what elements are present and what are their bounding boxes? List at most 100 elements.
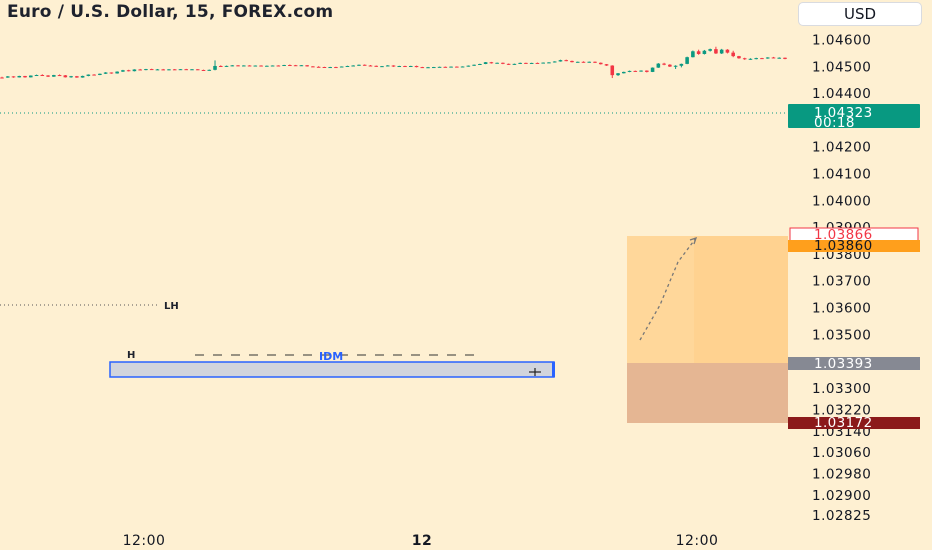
candle	[288, 64, 292, 67]
candle	[760, 57, 764, 60]
candle	[771, 56, 776, 59]
projection-arrow-head	[689, 236, 698, 245]
candle	[144, 68, 148, 71]
premium-zone-light	[627, 236, 694, 363]
idm-box-handle[interactable]	[552, 362, 555, 377]
demand-zone	[627, 363, 788, 423]
candle	[190, 69, 194, 71]
candle	[449, 66, 453, 68]
current-price-badge: 1.04323 00:18	[788, 104, 920, 131]
candle	[627, 70, 632, 73]
candle	[535, 62, 540, 64]
candle	[650, 67, 655, 73]
candle	[253, 65, 258, 67]
candle	[322, 66, 327, 68]
idm-box[interactable]	[109, 361, 555, 378]
candle	[351, 65, 355, 67]
candle	[195, 69, 200, 71]
candle	[737, 55, 741, 59]
candle	[5, 76, 10, 78]
candle	[207, 69, 212, 71]
candle	[432, 66, 436, 69]
candle	[34, 74, 39, 77]
chart-title: Euro / U.S. Dollar, 15, FOREX.com	[7, 2, 334, 22]
candle	[408, 65, 413, 67]
candle	[524, 62, 528, 64]
candle	[92, 74, 96, 76]
candle	[610, 65, 615, 79]
candle	[742, 57, 747, 60]
candle	[265, 65, 269, 67]
candle	[0, 76, 4, 79]
price-tick-label: 1.02825	[812, 508, 871, 524]
price-tick-label: 1.03300	[812, 381, 871, 397]
candle	[109, 72, 114, 74]
current-price-value: 1.04323	[814, 105, 873, 121]
candle	[132, 69, 137, 72]
candle	[656, 63, 661, 68]
price-tick-label: 1.04200	[812, 140, 871, 156]
price-tick-label: 1.03220	[812, 402, 871, 418]
price-tick-label: 1.04600	[812, 33, 871, 49]
candle	[299, 65, 304, 67]
candle	[17, 75, 22, 78]
price-tick-label: 1.02900	[812, 488, 871, 504]
level-badge-3: 1.03393	[788, 356, 920, 372]
candle	[662, 62, 666, 66]
candle	[385, 65, 390, 67]
price-tick-label: 1.04400	[812, 86, 871, 102]
candle	[783, 57, 787, 60]
candle	[472, 64, 476, 66]
candle	[126, 69, 131, 72]
candle	[339, 66, 344, 68]
candle	[80, 75, 85, 78]
candle	[374, 65, 379, 67]
svg-text:1.03393: 1.03393	[814, 356, 873, 372]
candle	[224, 65, 229, 67]
candle	[581, 61, 586, 63]
candle	[201, 69, 206, 71]
candle	[403, 65, 407, 68]
price-tick-label: 1.03600	[812, 301, 871, 317]
price-tick-label: 1.04000	[812, 193, 871, 209]
candle	[40, 74, 45, 77]
time-tick-label: 12:00	[123, 533, 166, 549]
candle	[316, 66, 321, 68]
candle	[478, 63, 482, 65]
candle	[380, 65, 384, 68]
candle	[172, 68, 177, 71]
candle	[512, 63, 517, 65]
candle	[138, 68, 142, 71]
candle	[443, 66, 448, 68]
candle	[69, 75, 73, 78]
candle	[708, 48, 712, 52]
candle	[75, 75, 79, 78]
candle	[63, 75, 68, 78]
time-tick-label: 12:00	[676, 533, 719, 549]
candle	[247, 65, 252, 67]
candle	[305, 65, 309, 67]
candle	[155, 68, 160, 71]
candle	[754, 57, 758, 60]
candle	[575, 61, 580, 63]
candle	[98, 73, 102, 76]
time-axis[interactable]: 12:00 12 12:00	[123, 533, 719, 549]
candle	[213, 60, 217, 71]
candle	[259, 65, 263, 67]
level-badge-4: 1.03172	[788, 415, 920, 431]
candle	[420, 66, 425, 69]
candle	[719, 48, 724, 54]
candle	[115, 71, 119, 74]
candle	[52, 74, 56, 77]
price-tick-label: 1.04100	[812, 167, 871, 183]
candle	[748, 58, 753, 60]
idm-label: IDM	[319, 350, 343, 363]
candle	[541, 62, 545, 64]
candles-group	[0, 46, 787, 79]
h-label: H	[127, 350, 135, 361]
price-tick-label: 1.02980	[812, 467, 871, 483]
svg-text:1.03172: 1.03172	[814, 415, 873, 431]
currency-selector-button[interactable]: USD	[798, 2, 922, 26]
candle	[282, 64, 286, 67]
